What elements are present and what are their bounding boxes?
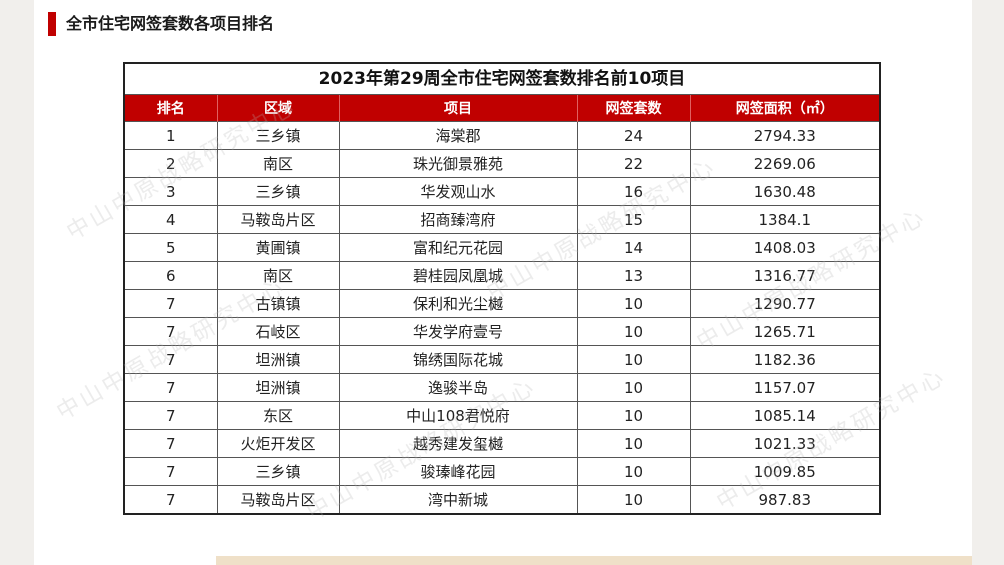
cell-area: 2269.06	[690, 149, 879, 178]
cell-area: 1157.07	[690, 373, 879, 402]
cell-units: 13	[577, 261, 691, 290]
table-row: 7 古镇镇 保利和光尘樾 10 1290.77	[125, 289, 879, 318]
cell-rank: 3	[125, 177, 218, 206]
cell-rank: 1	[125, 121, 218, 150]
cell-area: 1316.77	[690, 261, 879, 290]
cell-district: 三乡镇	[217, 457, 340, 486]
cell-units: 10	[577, 317, 691, 346]
cell-units: 14	[577, 233, 691, 262]
cell-district: 火炬开发区	[217, 429, 340, 458]
cell-district: 石岐区	[217, 317, 340, 346]
cell-rank: 7	[125, 345, 218, 374]
ranking-table-container: 2023年第29周全市住宅网签套数排名前10项目 排名 区域 项目 网签套数 网…	[123, 62, 881, 515]
table-row: 2 南区 珠光御景雅苑 22 2269.06	[125, 149, 879, 178]
cell-area: 1182.36	[690, 345, 879, 374]
cell-project: 招商臻湾府	[339, 205, 578, 234]
header-rank: 排名	[125, 95, 218, 122]
cell-area: 1630.48	[690, 177, 879, 206]
cell-units: 10	[577, 401, 691, 430]
cell-rank: 7	[125, 485, 218, 513]
cell-project: 锦绣国际花城	[339, 345, 578, 374]
cell-rank: 4	[125, 205, 218, 234]
header-project: 项目	[339, 95, 578, 122]
cell-units: 22	[577, 149, 691, 178]
cell-rank: 7	[125, 317, 218, 346]
cell-district: 南区	[217, 261, 340, 290]
cell-district: 古镇镇	[217, 289, 340, 318]
heading-accent-bar	[48, 12, 56, 36]
cell-area: 1384.1	[690, 205, 879, 234]
cell-rank: 7	[125, 401, 218, 430]
header-district: 区域	[217, 95, 340, 122]
cell-rank: 7	[125, 289, 218, 318]
cell-units: 10	[577, 373, 691, 402]
cell-project: 骏瑧峰花园	[339, 457, 578, 486]
cell-units: 10	[577, 345, 691, 374]
cell-area: 1408.03	[690, 233, 879, 262]
cell-project: 海棠郡	[339, 121, 578, 150]
cell-units: 10	[577, 457, 691, 486]
table-body: 1 三乡镇 海棠郡 24 2794.33 2 南区 珠光御景雅苑 22 2269.06 3 三乡镇 华发…	[125, 121, 879, 513]
cell-district: 三乡镇	[217, 177, 340, 206]
table-header-row: 排名 区域 项目 网签套数 网签面积（㎡）	[125, 95, 879, 122]
header-area: 网签面积（㎡）	[690, 95, 879, 122]
table-row: 7 火炬开发区 越秀建发玺樾 10 1021.33	[125, 429, 879, 458]
cell-units: 10	[577, 289, 691, 318]
cell-district: 马鞍岛片区	[217, 485, 340, 513]
cell-project: 保利和光尘樾	[339, 289, 578, 318]
cell-district: 马鞍岛片区	[217, 205, 340, 234]
table-row: 7 三乡镇 骏瑧峰花园 10 1009.85	[125, 457, 879, 486]
cell-project: 华发学府壹号	[339, 317, 578, 346]
cell-units: 24	[577, 121, 691, 150]
cell-project: 富和纪元花园	[339, 233, 578, 262]
cell-area: 987.83	[690, 485, 879, 513]
table-row: 7 坦洲镇 逸骏半岛 10 1157.07	[125, 373, 879, 402]
cell-rank: 5	[125, 233, 218, 262]
bottom-decor-bar	[216, 556, 972, 565]
cell-area: 1085.14	[690, 401, 879, 430]
page-title: 全市住宅网签套数各项目排名	[66, 14, 275, 33]
ranking-table: 排名 区域 项目 网签套数 网签面积（㎡） 1 三乡镇 海棠郡 24 2794.33 2 南…	[125, 95, 879, 513]
cell-rank: 7	[125, 457, 218, 486]
cell-project: 珠光御景雅苑	[339, 149, 578, 178]
cell-project: 越秀建发玺樾	[339, 429, 578, 458]
cell-district: 坦洲镇	[217, 373, 340, 402]
table-row: 7 东区 中山108君悦府 10 1085.14	[125, 401, 879, 430]
cell-district: 黄圃镇	[217, 233, 340, 262]
table-row: 7 马鞍岛片区 湾中新城 10 987.83	[125, 485, 879, 513]
cell-project: 逸骏半岛	[339, 373, 578, 402]
cell-rank: 2	[125, 149, 218, 178]
cell-district: 南区	[217, 149, 340, 178]
cell-project: 湾中新城	[339, 485, 578, 513]
cell-area: 1290.77	[690, 289, 879, 318]
cell-project: 华发观山水	[339, 177, 578, 206]
cell-project: 中山108君悦府	[339, 401, 578, 430]
table-row: 5 黄圃镇 富和纪元花园 14 1408.03	[125, 233, 879, 262]
cell-rank: 7	[125, 429, 218, 458]
table-row: 1 三乡镇 海棠郡 24 2794.33	[125, 121, 879, 150]
cell-units: 10	[577, 485, 691, 513]
header-units: 网签套数	[577, 95, 691, 122]
cell-units: 16	[577, 177, 691, 206]
table-row: 4 马鞍岛片区 招商臻湾府 15 1384.1	[125, 205, 879, 234]
cell-project: 碧桂园凤凰城	[339, 261, 578, 290]
cell-district: 东区	[217, 401, 340, 430]
cell-units: 15	[577, 205, 691, 234]
cell-area: 2794.33	[690, 121, 879, 150]
cell-district: 三乡镇	[217, 121, 340, 150]
cell-units: 10	[577, 429, 691, 458]
cell-rank: 7	[125, 373, 218, 402]
cell-area: 1265.71	[690, 317, 879, 346]
cell-area: 1009.85	[690, 457, 879, 486]
table-row: 6 南区 碧桂园凤凰城 13 1316.77	[125, 261, 879, 290]
cell-area: 1021.33	[690, 429, 879, 458]
table-row: 7 坦洲镇 锦绣国际花城 10 1182.36	[125, 345, 879, 374]
cell-rank: 6	[125, 261, 218, 290]
table-row: 7 石岐区 华发学府壹号 10 1265.71	[125, 317, 879, 346]
table-row: 3 三乡镇 华发观山水 16 1630.48	[125, 177, 879, 206]
table-title: 2023年第29周全市住宅网签套数排名前10项目	[125, 64, 879, 95]
cell-district: 坦洲镇	[217, 345, 340, 374]
